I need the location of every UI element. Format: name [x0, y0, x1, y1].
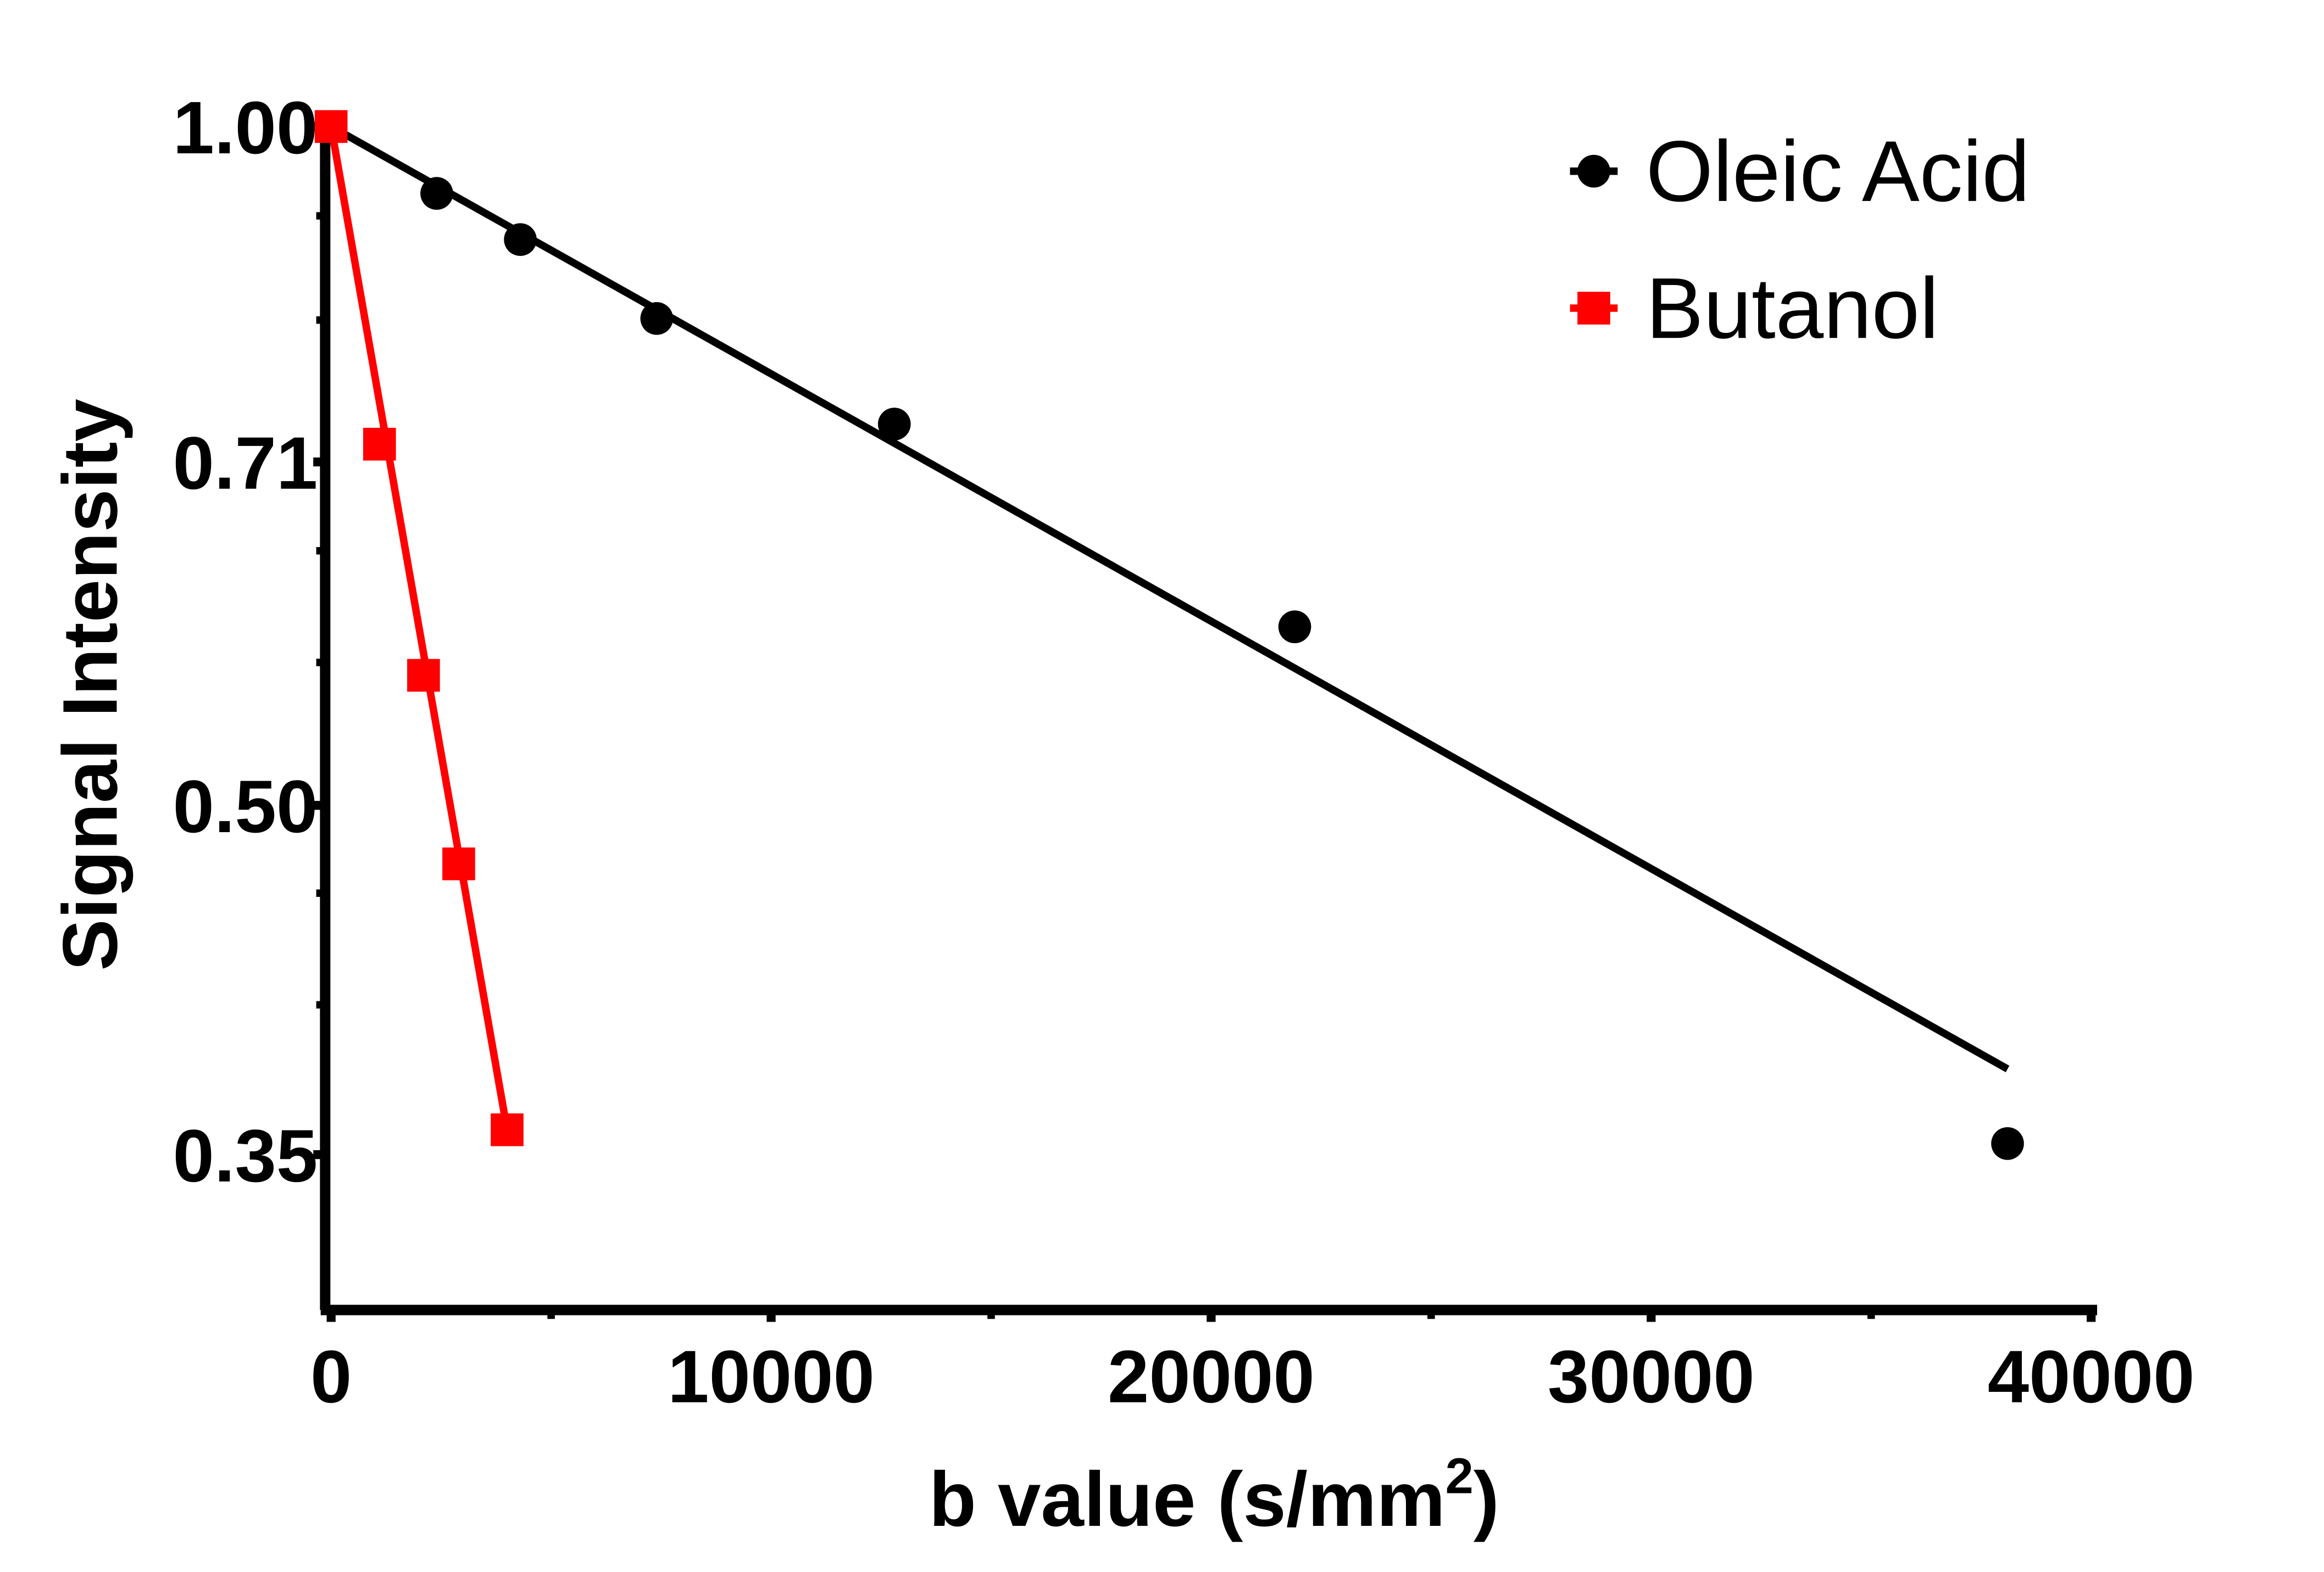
data-point [420, 177, 453, 210]
legend-marker-circle [1577, 154, 1610, 188]
fit-line [327, 126, 511, 1131]
y-axis-label: Signal Intensity [46, 399, 133, 971]
data-point [877, 408, 911, 441]
legend-label: Butanol [1646, 260, 1939, 356]
data-point [407, 659, 440, 692]
series-butanol [314, 110, 524, 1146]
legend: Oleic Acid Butanol [1570, 124, 2030, 356]
fit-line [329, 123, 2010, 1073]
data-point [442, 847, 475, 880]
data-point [491, 1113, 524, 1146]
series-layer [314, 110, 2024, 1160]
legend-label: Oleic Acid [1646, 124, 2030, 220]
x-tick-label: 20000 [1108, 1335, 1315, 1418]
axes: 0 10000 20000 30000 40000 1.00 0.71 0.50 0.35 [173, 86, 2195, 1418]
legend-item-oleic-acid: Oleic Acid [1570, 124, 2030, 220]
y-tick-label: 0.50 [173, 765, 318, 848]
legend-marker-square [1577, 292, 1610, 325]
data-point [504, 223, 537, 256]
y-tick-label: 0.35 [173, 1114, 318, 1197]
y-tick-label: 1.00 [173, 86, 318, 169]
y-tick-label: 0.71 [173, 421, 318, 505]
data-point [1278, 610, 1311, 643]
data-point [640, 302, 674, 335]
x-tick-label: 10000 [668, 1335, 875, 1418]
data-point [363, 427, 396, 461]
x-tick-label: 30000 [1548, 1335, 1755, 1418]
x-tick-label: 0 [310, 1335, 352, 1418]
data-point [1991, 1127, 2024, 1160]
x-axis-label: b value (s/mm2) [929, 1447, 1499, 1542]
data-point [314, 110, 348, 143]
legend-item-butanol: Butanol [1570, 260, 1939, 356]
x-tick-label: 40000 [1988, 1335, 2195, 1418]
